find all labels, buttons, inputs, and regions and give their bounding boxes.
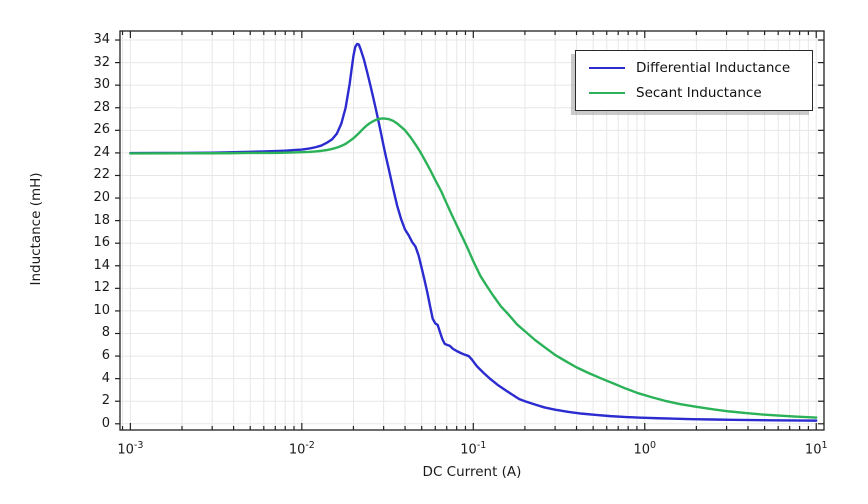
y-tick-label: 10 xyxy=(93,302,110,318)
y-tick-label: 34 xyxy=(93,32,110,48)
legend-item-secant: Secant Inductance xyxy=(589,85,796,101)
y-tick-label: 28 xyxy=(93,99,110,115)
y-axis-title: Inductance (mH) xyxy=(28,172,44,286)
y-tick-label: 20 xyxy=(93,190,110,206)
differential-line-swatch xyxy=(589,67,625,69)
y-tick-label: 24 xyxy=(93,144,110,160)
y-tick-label: 18 xyxy=(93,212,110,228)
y-tick-label: 8 xyxy=(101,325,110,341)
legend-label-differential: Differential Inductance xyxy=(636,60,791,76)
legend-label-secant: Secant Inductance xyxy=(636,85,762,101)
y-tick-label: 6 xyxy=(101,348,110,364)
y-tick-label: 12 xyxy=(93,280,110,296)
legend: Differential Inductance Secant Inductanc… xyxy=(575,50,813,111)
x-tick-label: 100 xyxy=(633,440,657,458)
x-axis-title: DC Current (A) xyxy=(422,464,522,480)
x-tick-label: 10-3 xyxy=(117,440,144,458)
y-tick-label: 26 xyxy=(93,122,110,138)
x-tick-label: 101 xyxy=(804,440,828,458)
y-tick-label: 16 xyxy=(93,235,110,251)
y-tick-label: 22 xyxy=(93,167,110,183)
y-tick-label: 4 xyxy=(101,370,110,386)
legend-item-differential: Differential Inductance xyxy=(589,60,796,76)
y-tick-label: 14 xyxy=(93,257,110,273)
x-tick-label: 10-2 xyxy=(288,440,315,458)
x-tick-label: 10-1 xyxy=(460,440,487,458)
y-tick-label: 30 xyxy=(93,77,110,93)
y-tick-label: 2 xyxy=(101,393,110,409)
y-tick-label: 32 xyxy=(93,54,110,70)
secant-line-swatch xyxy=(589,92,625,94)
y-tick-label: 0 xyxy=(101,415,110,431)
